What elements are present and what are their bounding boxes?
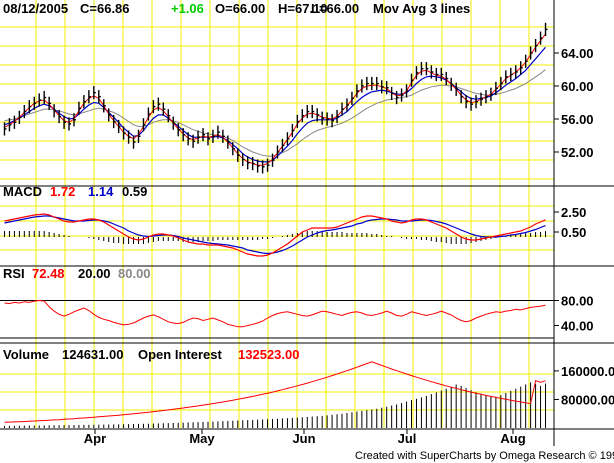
macd-tick-label: 2.50: [561, 205, 586, 220]
volume-panel: [3, 361, 547, 428]
month-label: May: [189, 431, 215, 446]
rsi-value-2: 20.00: [78, 266, 111, 281]
rsi-value-3: 80.00: [118, 266, 151, 281]
volume-tick-label: 160000.0: [561, 364, 614, 379]
price-tick-label: 64.00: [561, 46, 594, 61]
rsi-value-1: 72.48: [32, 266, 65, 281]
header-close: C=66.86: [80, 1, 130, 16]
macd-panel: [3, 213, 547, 257]
header-high: H=67.10: [278, 1, 328, 16]
price-tick-label: 60.00: [561, 79, 594, 94]
axes: 64.00 60.00 56.00 52.00 2.50 0.50 80.00 40.00 16…: [84, 46, 614, 446]
footer-credit: Created with SuperCharts by Omega Resear…: [355, 450, 614, 462]
price-panel: [3, 22, 548, 174]
macd-label: MACD: [3, 184, 42, 199]
open-interest-value: 132523.00: [238, 347, 299, 362]
rsi-panel: [0, 299, 554, 339]
price-tick-label: 52.00: [561, 145, 594, 160]
volume-value: 124631.00: [62, 347, 123, 362]
month-label: Jun: [292, 431, 315, 446]
macd-value-1: 1.72: [50, 184, 75, 199]
month-label: Apr: [84, 431, 106, 446]
header-study: Mov Avg 3 lines: [373, 1, 470, 16]
ma-mid-line: [4, 46, 546, 163]
month-label: Aug: [500, 431, 525, 446]
ma-slow-line: [4, 69, 546, 157]
gridlines: [0, 0, 554, 428]
rsi-line: [4, 299, 546, 328]
month-label: Jul: [398, 431, 417, 446]
header-date: 08/12/2005: [3, 1, 68, 16]
header-low: L=66.00: [311, 1, 359, 16]
header-change: +1.06: [171, 1, 204, 16]
macd-value-2: 1.14: [88, 184, 114, 199]
open-interest-label: Open Interest: [138, 347, 222, 362]
volume-tick-label: 80000.00: [561, 392, 614, 407]
panel-separators: [0, 0, 614, 446]
price-tick-label: 56.00: [561, 112, 594, 127]
macd-value-3: 0.59: [122, 184, 147, 199]
rsi-tick-label: 40.00: [561, 319, 594, 334]
macd-signal-line: [4, 215, 546, 255]
header-open: O=66.00: [215, 1, 265, 16]
rsi-label: RSI: [3, 266, 25, 281]
macd-line: [4, 213, 546, 257]
volume-label: Volume: [3, 347, 49, 362]
macd-tick-label: 0.50: [561, 225, 586, 240]
open-interest-line: [4, 361, 546, 423]
ma-fast-line: [4, 33, 546, 166]
rsi-tick-label: 80.00: [561, 294, 594, 309]
